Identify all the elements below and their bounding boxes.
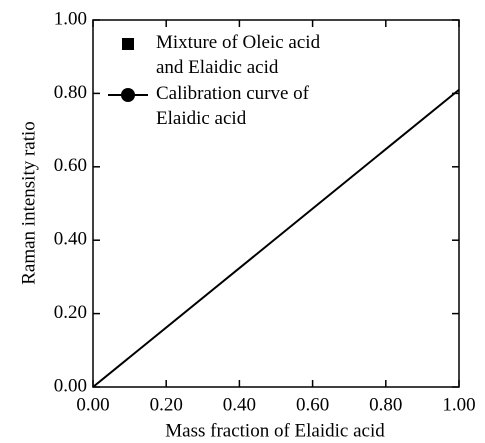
x-tick-label: 0.40 [223, 394, 256, 415]
y-tick-label: 0.00 [54, 375, 87, 396]
x-tick-label: 1.00 [442, 394, 475, 415]
x-tick-label: 0.80 [369, 394, 402, 415]
y-tick-label: 0.60 [54, 155, 87, 176]
y-tick-label: 1.00 [54, 8, 87, 29]
legend-label-line: Elaidic acid [156, 108, 247, 129]
legend-label: Calibration curve of Elaidic acid [156, 83, 310, 129]
legend-label-line: Mixture of Oleic acid [156, 32, 321, 53]
legend-label: Mixture of Oleic acid and Elaidic acid [156, 32, 321, 78]
legend-label-line: and Elaidic acid [156, 57, 279, 78]
x-axis-label: Mass fraction of Elaidic acid [165, 420, 385, 441]
legend-marker [122, 38, 134, 50]
legend-marker [121, 88, 135, 102]
x-tick-label: 0.00 [76, 394, 109, 415]
y-tick-label: 0.20 [54, 302, 87, 323]
y-axis-label: Raman intensity ratio [18, 121, 39, 285]
x-tick-label: 0.60 [296, 394, 329, 415]
y-tick-label: 0.40 [54, 229, 87, 250]
y-tick-label: 0.80 [54, 82, 87, 103]
series-line [92, 88, 460, 388]
legend-label-line: Calibration curve of [156, 83, 310, 104]
x-tick-label: 0.20 [150, 394, 183, 415]
plot-frame [92, 19, 460, 388]
